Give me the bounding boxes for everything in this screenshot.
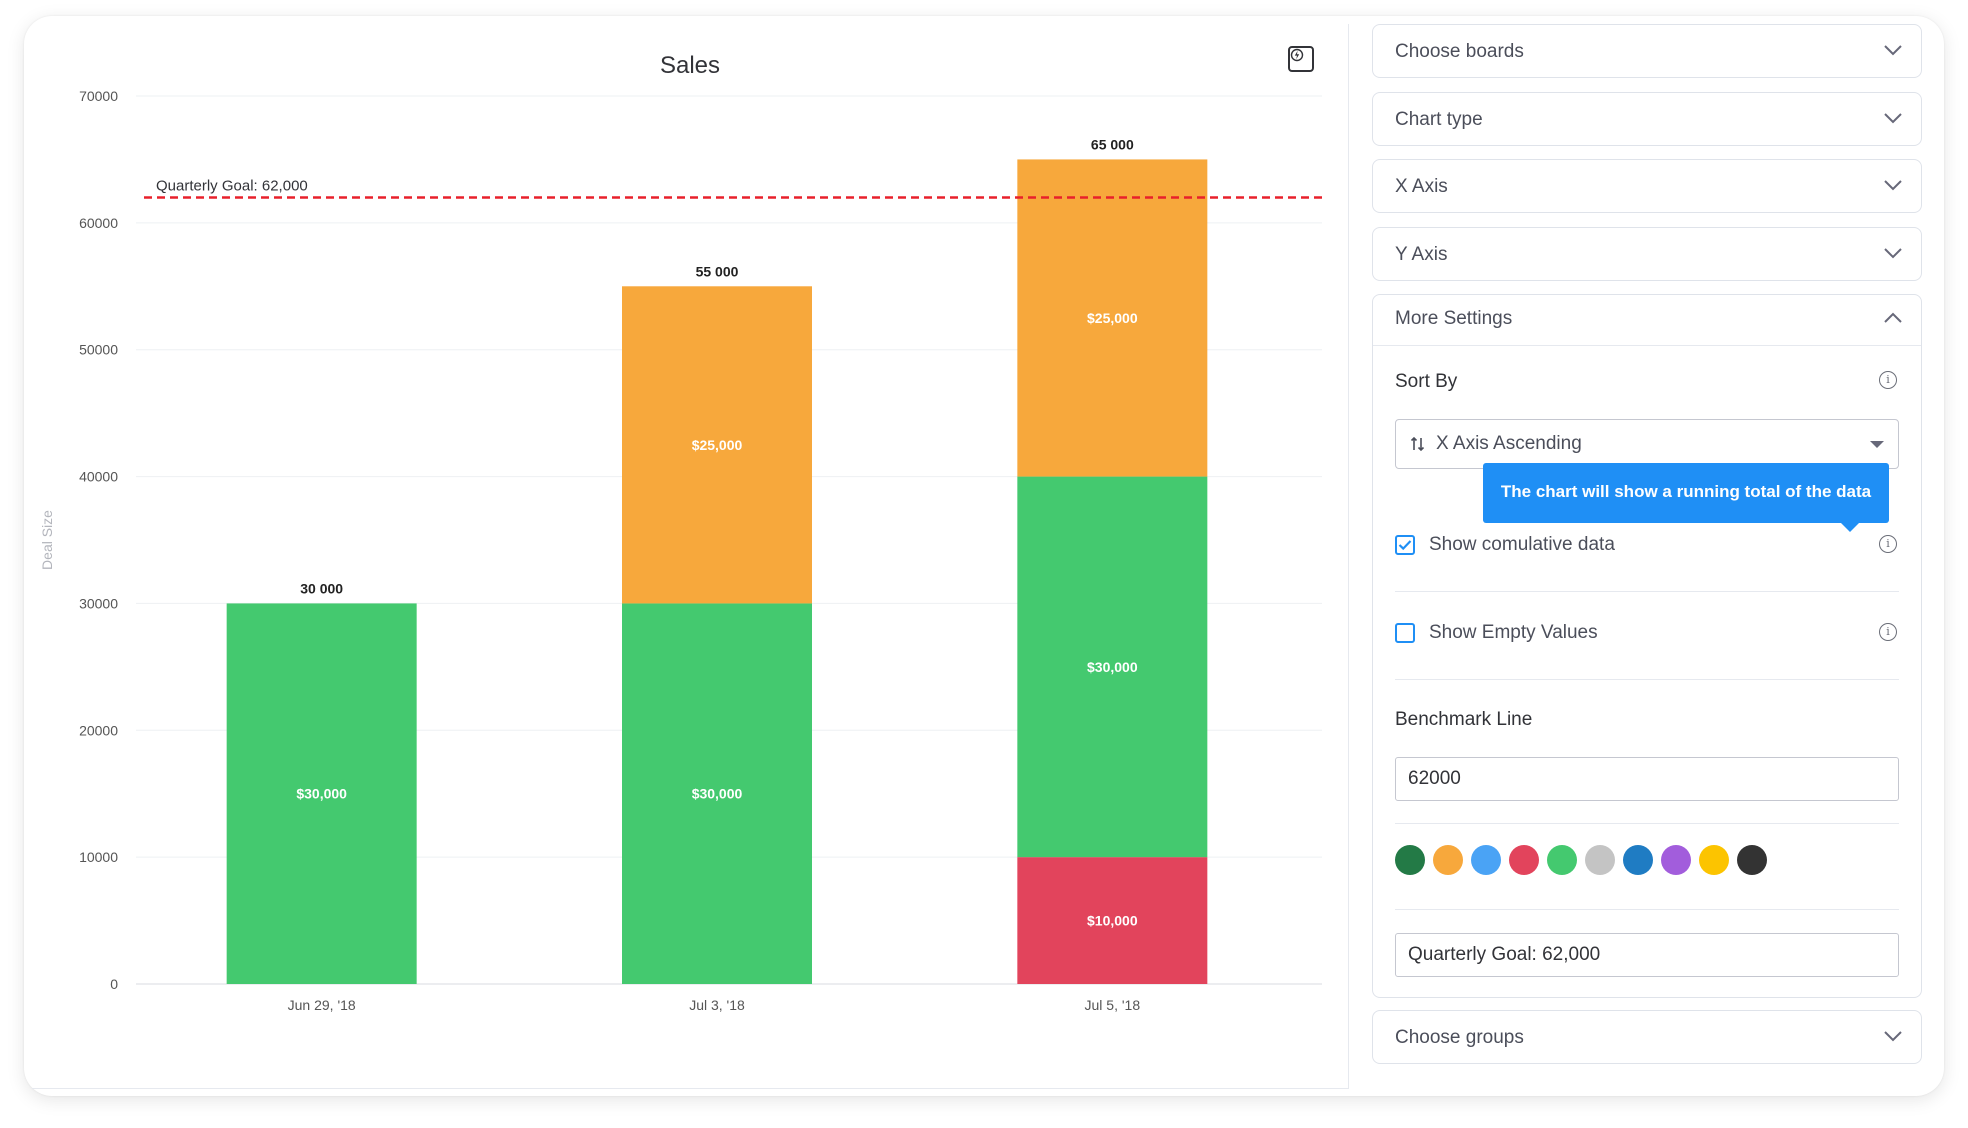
benchmark-value-input[interactable]: 62000 — [1395, 757, 1899, 801]
bar-segment — [1017, 159, 1208, 477]
color-swatch[interactable] — [1661, 845, 1691, 875]
sort-by-select[interactable]: X Axis Ascending — [1395, 419, 1899, 469]
lightning-icon — [1290, 48, 1304, 62]
benchmark-label-input[interactable]: Quarterly Goal: 62,000 — [1395, 933, 1899, 977]
chart-panel: Sales 0 10000 20000 30000 40000 50000 60000 700… — [32, 24, 1349, 1089]
y-tick-label: 10000 — [79, 849, 118, 865]
bar-segment — [622, 286, 812, 604]
chart-type-label: Chart type — [1395, 109, 1483, 130]
y-tick-label: 50000 — [79, 342, 118, 358]
chevron-down-icon — [1884, 180, 1902, 191]
sort-by-title: Sort By — [1395, 371, 1458, 392]
bar-segment-label: $30,000 — [296, 786, 347, 802]
benchmark-label: Quarterly Goal: 62,000 — [156, 177, 308, 194]
choose-groups-dropdown[interactable]: Choose groups — [1372, 1010, 1922, 1064]
show-empty-values-checkbox[interactable] — [1395, 623, 1415, 643]
y-tick-label: 0 — [110, 976, 118, 992]
chevron-up-icon — [1884, 312, 1902, 323]
benchmark-line-title: Benchmark Line — [1395, 709, 1533, 730]
chart-title: Sales — [659, 52, 721, 79]
color-swatch[interactable] — [1623, 845, 1653, 875]
bar-total-label: 65 000 — [1091, 136, 1134, 152]
sort-icon — [1410, 436, 1425, 452]
sort-by-info-icon[interactable]: i — [1879, 371, 1897, 389]
y-tick-label: 60000 — [79, 215, 118, 231]
choose-boards-dropdown[interactable]: Choose boards — [1372, 24, 1922, 78]
caret-down-icon — [1870, 441, 1884, 448]
bar-segment-label: $30,000 — [1087, 659, 1138, 675]
bar-total-label: 55 000 — [696, 263, 739, 279]
bar-segment-label: $25,000 — [692, 437, 743, 453]
chevron-down-icon — [1884, 45, 1902, 56]
divider — [1395, 679, 1899, 680]
y-axis-dropdown[interactable]: Y Axis — [1372, 227, 1922, 281]
y-tick-label: 40000 — [79, 469, 118, 485]
divider — [1395, 591, 1899, 592]
show-empty-values-label: Show Empty Values — [1429, 622, 1598, 643]
choose-groups-label: Choose groups — [1395, 1027, 1524, 1048]
tooltip-text: The chart will show a running total of t… — [1500, 482, 1872, 501]
sort-by-value: X Axis Ascending — [1436, 433, 1582, 454]
color-swatch[interactable] — [1509, 845, 1539, 875]
show-cumulative-label: Show comulative data — [1429, 534, 1615, 555]
y-axis-label: Y Axis — [1395, 244, 1448, 265]
bar-segment — [622, 603, 812, 984]
checkmark-icon — [1398, 540, 1412, 551]
bar-chart: 0 10000 20000 30000 40000 50000 60000 70000 Deal… — [39, 88, 1322, 1013]
color-swatch[interactable] — [1395, 845, 1425, 875]
color-swatch[interactable] — [1699, 845, 1729, 875]
x-axis-label: X Axis — [1395, 176, 1448, 197]
more-settings-header[interactable]: More Settings — [1373, 295, 1921, 346]
bar-total-label: 30 000 — [300, 580, 343, 596]
y-tick-label: 30000 — [79, 595, 118, 611]
more-settings-label: More Settings — [1395, 308, 1513, 329]
chevron-down-icon — [1884, 1031, 1902, 1042]
x-tick-label: Jul 3, '18 — [689, 997, 745, 1013]
bar-segment — [226, 603, 417, 984]
chevron-down-icon — [1884, 113, 1902, 124]
show-cumulative-checkbox[interactable] — [1395, 535, 1415, 555]
bar-segment — [1017, 857, 1208, 984]
chart-action-button[interactable] — [1288, 46, 1314, 72]
bar-segment-label: $10,000 — [1087, 913, 1138, 929]
show-cumulative-info-icon[interactable]: i — [1879, 535, 1897, 553]
color-swatch[interactable] — [1585, 845, 1615, 875]
tooltip-arrow — [1841, 523, 1859, 532]
chart-type-dropdown[interactable]: Chart type — [1372, 92, 1922, 146]
show-empty-values-info-icon[interactable]: i — [1879, 623, 1897, 641]
bar-segment — [1017, 476, 1208, 858]
x-tick-label: Jun 29, '18 — [288, 997, 356, 1013]
y-tick-label: 20000 — [79, 722, 118, 738]
x-axis-dropdown[interactable]: X Axis — [1372, 159, 1922, 213]
x-tick-label: Jul 5, '18 — [1085, 997, 1141, 1013]
y-axis-label: Deal Size — [39, 510, 55, 570]
choose-boards-label: Choose boards — [1395, 41, 1524, 62]
chevron-down-icon — [1884, 248, 1902, 259]
divider — [1395, 909, 1899, 910]
bar-segment-label: $25,000 — [1087, 310, 1138, 326]
color-swatch[interactable] — [1471, 845, 1501, 875]
color-swatch[interactable] — [1433, 845, 1463, 875]
color-swatch[interactable] — [1547, 845, 1577, 875]
more-settings-section: More Settings Sort By i X Axis Ascending… — [1372, 294, 1922, 998]
color-swatch[interactable] — [1737, 845, 1767, 875]
y-tick-label: 70000 — [79, 88, 118, 104]
bar-segment-label: $30,000 — [692, 786, 743, 802]
cumulative-tooltip: The chart will show a running total of t… — [1483, 463, 1889, 532]
divider — [1395, 823, 1899, 824]
